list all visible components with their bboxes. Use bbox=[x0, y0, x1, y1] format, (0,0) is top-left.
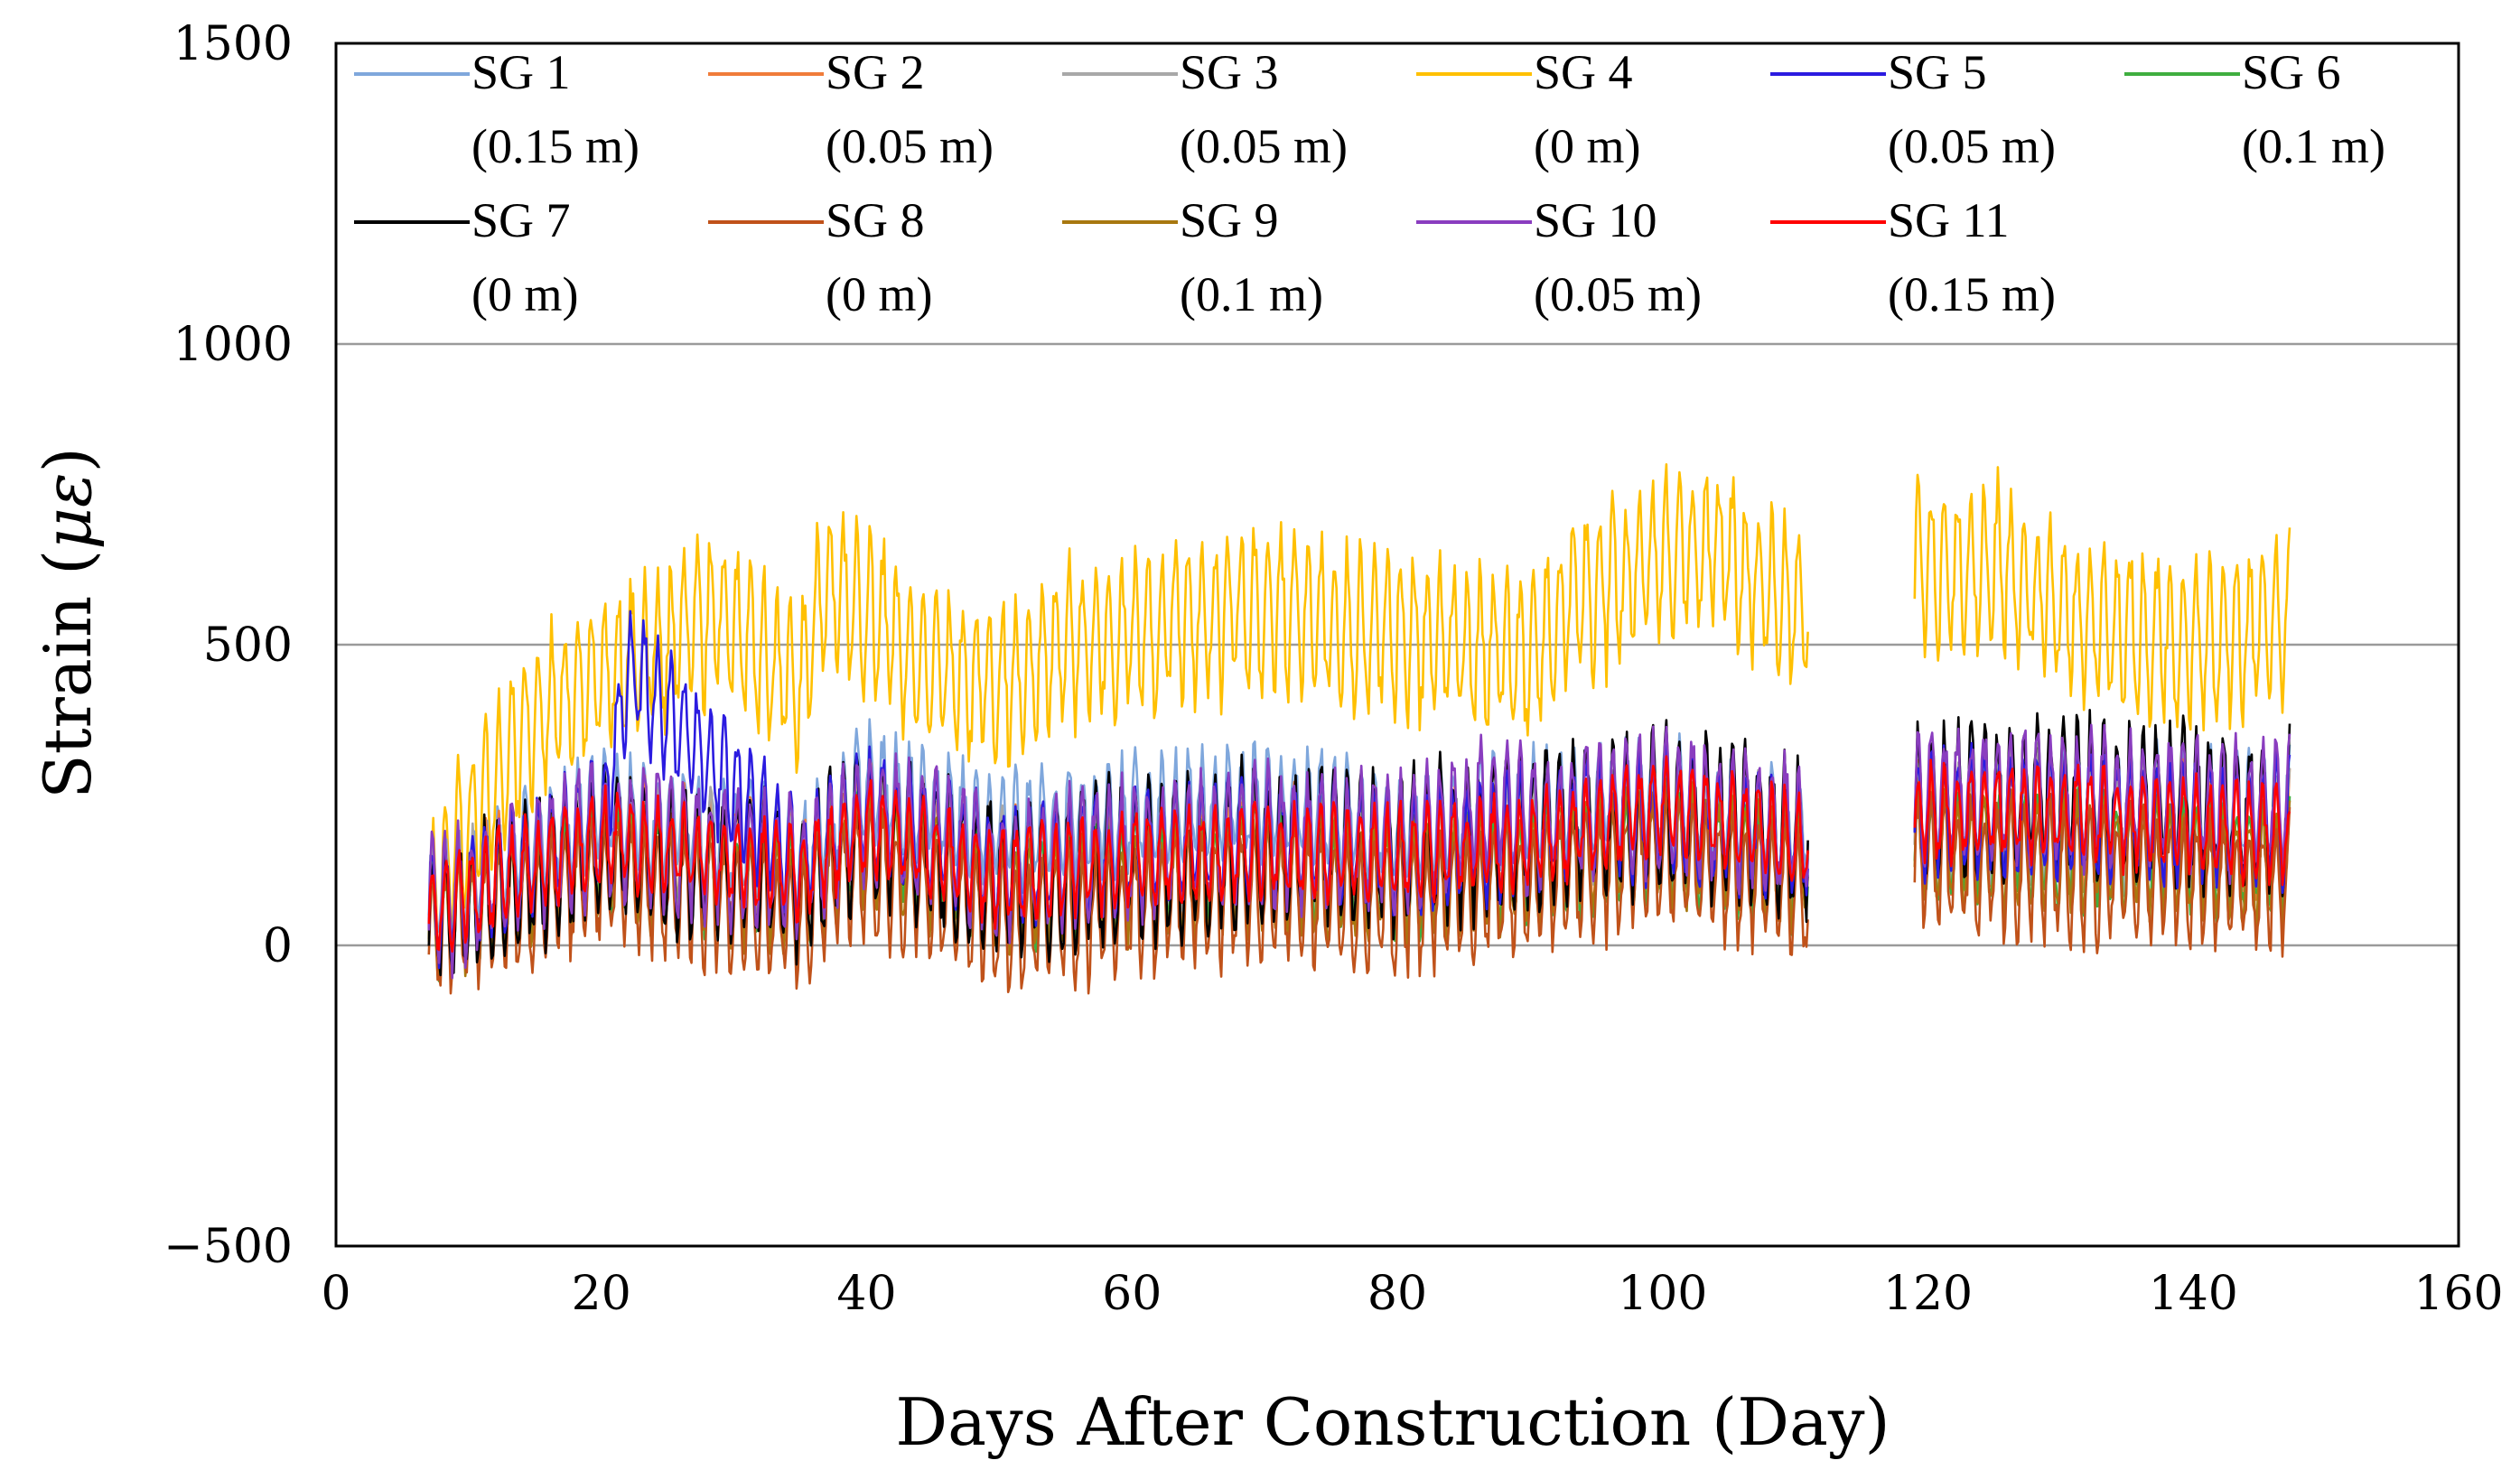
legend-depth-sg-10: (0.05 m) bbox=[1534, 267, 1702, 321]
y-tick-label: 1500 bbox=[173, 17, 293, 71]
y-axis-title-close: ) bbox=[30, 447, 106, 472]
legend: SG 1 (0.15 m) SG 2 (0.05 m) SG 3 (0.05 m) SG 4… bbox=[354, 45, 2385, 321]
legend-depth-sg-6: (0.1 m) bbox=[2242, 119, 2385, 173]
legend-label-sg-8: SG 8 bbox=[826, 193, 925, 247]
y-tick-label: −500 bbox=[163, 1220, 293, 1274]
x-tick-label: 160 bbox=[2413, 1267, 2503, 1321]
y-tick-label: 500 bbox=[203, 619, 293, 673]
legend-depth-sg-5: (0.05 m) bbox=[1888, 119, 2056, 173]
x-tick-label: 100 bbox=[1618, 1267, 1707, 1321]
y-axis-title: Strain (με) bbox=[30, 447, 106, 799]
y-axis-ticks: −500 0 500 1000 1500 bbox=[163, 17, 293, 1274]
x-tick-label: 120 bbox=[1883, 1267, 1973, 1321]
x-tick-label: 80 bbox=[1367, 1267, 1427, 1321]
series-line-sg-4 bbox=[1913, 466, 2291, 732]
legend-depth-sg-7: (0 m) bbox=[471, 267, 578, 321]
x-tick-label: 60 bbox=[1102, 1267, 1162, 1321]
legend-depth-sg-9: (0.1 m) bbox=[1180, 267, 1323, 321]
series-line-sg-8 bbox=[1913, 788, 2291, 958]
legend-label-sg-5: SG 5 bbox=[1888, 45, 1987, 99]
plot-frame bbox=[334, 42, 2460, 1248]
legend-label-sg-9: SG 9 bbox=[1180, 193, 1279, 247]
y-axis-title-text: Strain ( bbox=[30, 550, 106, 799]
x-tick-label: 0 bbox=[321, 1267, 350, 1321]
x-tick-label: 140 bbox=[2149, 1267, 2238, 1321]
legend-label-sg-10: SG 10 bbox=[1534, 193, 1657, 247]
y-tick-label: 0 bbox=[263, 919, 293, 973]
series-lines bbox=[427, 463, 2291, 995]
legend-label-sg-7: SG 7 bbox=[471, 193, 571, 247]
legend-depth-sg-4: (0 m) bbox=[1534, 119, 1640, 173]
legend-depth-sg-2: (0.05 m) bbox=[826, 119, 994, 173]
y-tick-label: 1000 bbox=[173, 318, 293, 372]
y-axis-title-mu: με bbox=[30, 472, 106, 549]
legend-depth-sg-11: (0.15 m) bbox=[1888, 267, 2056, 321]
legend-label-sg-4: SG 4 bbox=[1534, 45, 1633, 99]
x-tick-label: 20 bbox=[572, 1267, 631, 1321]
series-line-sg-4 bbox=[427, 463, 1809, 971]
x-axis-title: Days After Construction (Day) bbox=[895, 1384, 1890, 1460]
legend-label-sg-11: SG 11 bbox=[1888, 193, 2010, 247]
legend-label-sg-1: SG 1 bbox=[471, 45, 571, 99]
legend-depth-sg-8: (0 m) bbox=[826, 267, 932, 321]
legend-depth-sg-3: (0.05 m) bbox=[1180, 119, 1348, 173]
x-tick-label: 40 bbox=[836, 1267, 896, 1321]
legend-label-sg-6: SG 6 bbox=[2242, 45, 2341, 99]
series-line-sg-11 bbox=[1913, 758, 2291, 888]
legend-label-sg-2: SG 2 bbox=[826, 45, 925, 99]
x-axis-ticks: 0 20 40 60 80 100 120 140 160 bbox=[321, 1267, 2503, 1321]
legend-depth-sg-1: (0.15 m) bbox=[471, 119, 639, 173]
series-line-sg-11 bbox=[427, 755, 1809, 953]
legend-label-sg-3: SG 3 bbox=[1180, 45, 1279, 99]
